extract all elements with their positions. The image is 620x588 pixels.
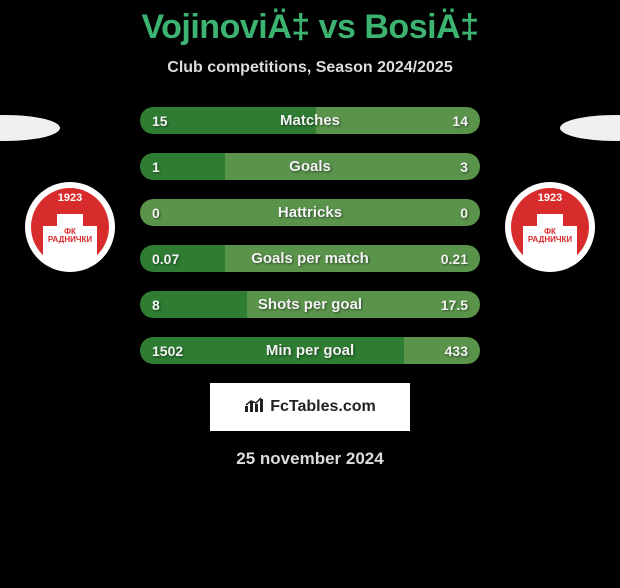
badge-year: 1923 [505, 192, 595, 204]
page-title: VojinoviÄ‡ vs BosiÄ‡ [0, 8, 620, 47]
chart-icon [244, 397, 266, 418]
stat-bar-right [310, 199, 480, 226]
stat-bar-left [140, 153, 225, 180]
brand-badge[interactable]: FcTables.com [210, 383, 410, 431]
badge-bottom: НИШ [25, 252, 115, 262]
stat-row: Hattricks00 [140, 199, 480, 226]
stat-bar-left [140, 107, 316, 134]
flag-right [560, 115, 620, 141]
stat-bar-right [225, 245, 480, 272]
stat-bar-right [316, 107, 480, 134]
brand-text: FcTables.com [270, 398, 376, 416]
stat-bar-left [140, 337, 404, 364]
comparison-content: 1923 ФКРАДНИЧКИ НИШ 1923 ФКРАДНИЧКИ НИШ … [0, 97, 620, 377]
team-badge-left: 1923 ФКРАДНИЧКИ НИШ [25, 182, 115, 272]
stat-row: Shots per goal817.5 [140, 291, 480, 318]
badge-text: ФКРАДНИЧКИ [505, 228, 595, 244]
stat-bars: Matches1514 Goals13 Hattricks00 Goals per m… [140, 107, 480, 383]
stat-row: Goals13 [140, 153, 480, 180]
footer-date: 25 november 2024 [0, 449, 620, 469]
stat-bar-left [140, 245, 225, 272]
stat-row: Matches1514 [140, 107, 480, 134]
stat-bar-left [140, 199, 310, 226]
stat-row: Goals per match0.070.21 [140, 245, 480, 272]
stat-bar-right [404, 337, 480, 364]
badge-bottom: НИШ [505, 252, 595, 262]
stat-bar-right [247, 291, 480, 318]
team-badge-right: 1923 ФКРАДНИЧКИ НИШ [505, 182, 595, 272]
subtitle: Club competitions, Season 2024/2025 [0, 59, 620, 77]
badge-year: 1923 [25, 192, 115, 204]
stat-bar-left [140, 291, 247, 318]
flag-left [0, 115, 60, 141]
stat-row: Min per goal1502433 [140, 337, 480, 364]
stat-bar-right [225, 153, 480, 180]
badge-text: ФКРАДНИЧКИ [25, 228, 115, 244]
